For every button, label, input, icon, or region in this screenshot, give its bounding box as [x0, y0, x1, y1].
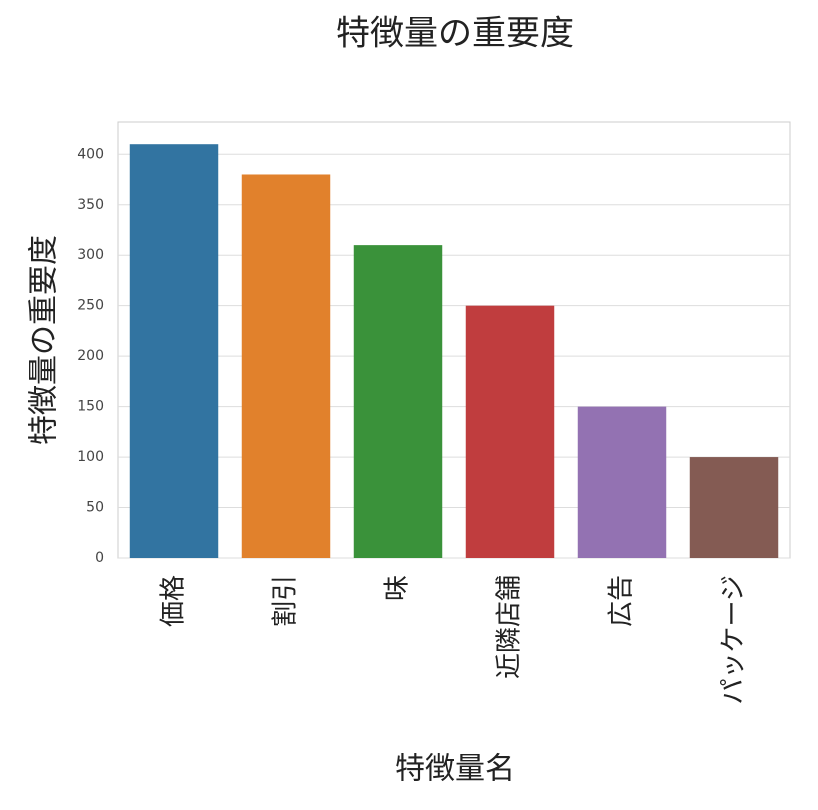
y-tick-label: 250 — [77, 298, 104, 314]
y-tick-label: 150 — [77, 399, 104, 415]
x-tick-label: 近隣店舗 — [495, 575, 525, 679]
x-tick-label: パッケージ — [719, 575, 749, 704]
bar — [129, 144, 219, 558]
x-tick-label: 価格 — [159, 575, 189, 627]
x-tick-label: 味 — [383, 575, 413, 601]
bar — [353, 245, 443, 558]
x-tick-label: 広告 — [607, 575, 637, 627]
y-tick-label: 400 — [77, 146, 104, 162]
bar — [241, 174, 331, 558]
bar — [689, 457, 779, 558]
plot-area — [117, 121, 791, 559]
y-axis-label: 特徴量の重要度 — [27, 235, 62, 445]
y-tick-label: 300 — [77, 247, 104, 263]
bar — [465, 305, 555, 558]
y-tick-label: 50 — [86, 500, 104, 516]
x-tick-label: 割引 — [271, 575, 301, 627]
chart-title: 特徴量の重要度 — [336, 14, 574, 54]
y-tick-label: 350 — [77, 197, 104, 213]
y-tick-label: 100 — [77, 449, 104, 465]
bar — [577, 406, 667, 558]
x-axis-label: 特徴量名 — [395, 752, 515, 787]
y-tick-label: 200 — [77, 348, 104, 364]
y-tick-label: 0 — [95, 550, 104, 566]
